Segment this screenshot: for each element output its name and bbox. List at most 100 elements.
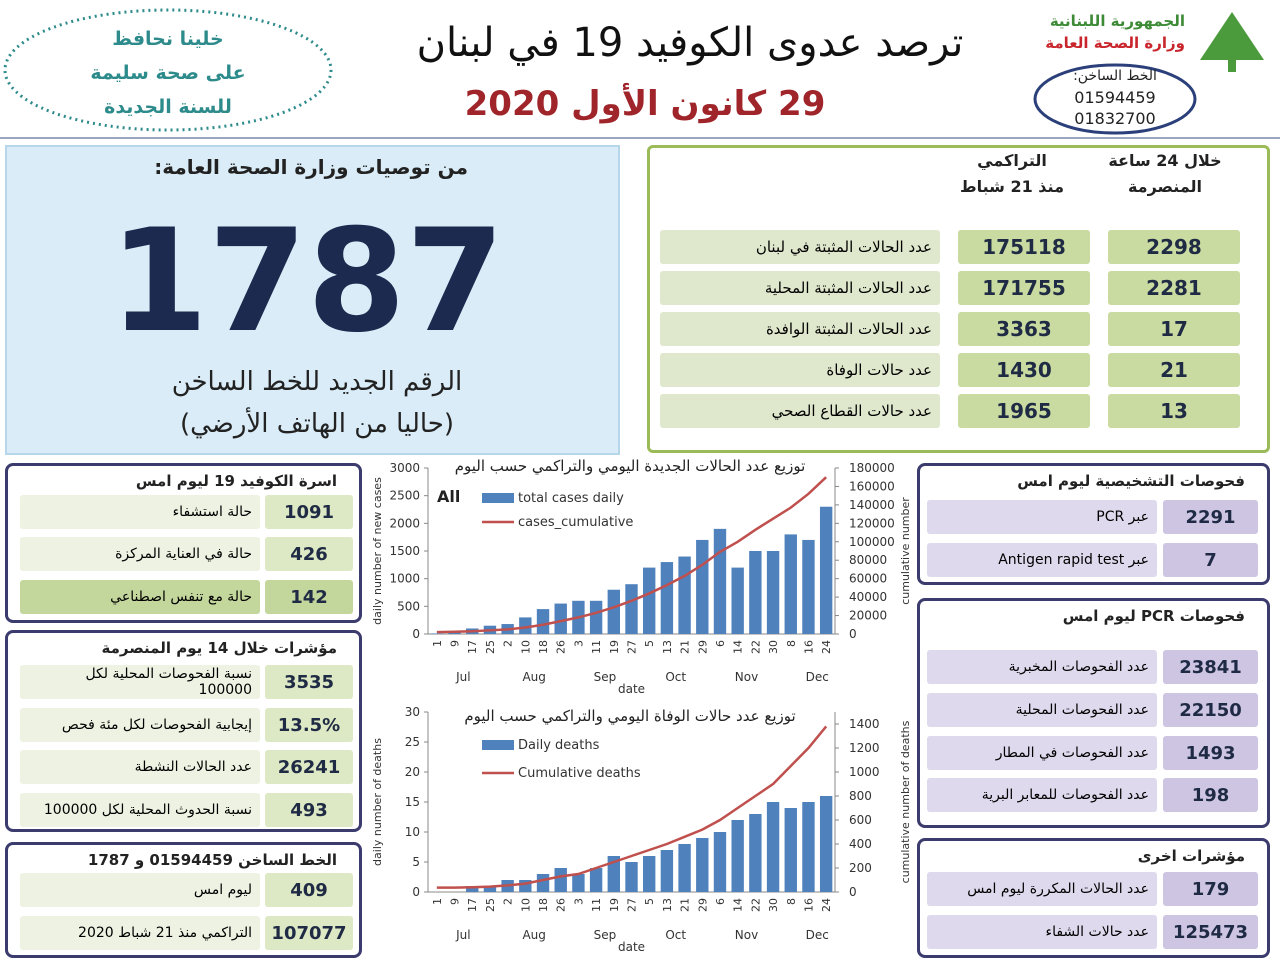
info-panel: فحوصات PCR ليوم امس عدد الفحوصات المخبرية… xyxy=(917,598,1270,828)
x-tick-label: 19 xyxy=(608,640,621,654)
bar xyxy=(483,886,497,892)
row-label: حالة في العناية المركزة xyxy=(20,537,260,571)
header-decor xyxy=(0,8,1280,139)
bar xyxy=(696,838,709,892)
legend-label: total cases daily xyxy=(518,491,624,506)
daily-value: 2281 xyxy=(1108,271,1240,305)
x-tick-label: 8 xyxy=(785,898,798,905)
y2-tick-label: 20000 xyxy=(849,609,887,623)
bar xyxy=(766,802,780,892)
row-value: 493 xyxy=(265,793,353,827)
slogan-line: للسنة الجديدة xyxy=(104,96,232,118)
info-panel: مؤشرات اخرى عدد الحالات المكررة ليوم امس 1… xyxy=(917,838,1270,958)
x-tick-label: 2 xyxy=(502,640,515,647)
row-label: نسبة الحدوث المحلية لكل 100000 xyxy=(20,793,260,827)
x-tick-label: 14 xyxy=(732,898,745,912)
row-label: ليوم امس xyxy=(20,873,260,907)
row-value: 142 xyxy=(265,580,353,614)
hotline-number: 01594459 xyxy=(1074,88,1156,107)
x-tick-label: 13 xyxy=(661,640,674,654)
x-tick-label: 30 xyxy=(767,640,780,654)
daily-value: 21 xyxy=(1108,353,1240,387)
x-tick-label: 16 xyxy=(802,640,815,654)
hotline-number: 01832700 xyxy=(1074,109,1156,128)
row-value: 1091 xyxy=(265,495,353,529)
daily-value: 2298 xyxy=(1108,230,1240,264)
hotline-frame xyxy=(1033,63,1197,135)
bar xyxy=(713,832,727,892)
y-tick-label: 3000 xyxy=(389,461,420,475)
row-label: عدد حالات الوفاة xyxy=(660,353,940,387)
x-tick-label: 8 xyxy=(785,640,798,647)
y2-tick-label: 800 xyxy=(849,789,872,803)
bar xyxy=(430,633,444,634)
month-label: Dec xyxy=(806,928,829,942)
y2-tick-label: 600 xyxy=(849,813,872,827)
bar xyxy=(589,600,603,634)
row-label: عدد الفحوصات في المطار xyxy=(927,736,1157,770)
row-value: 198 xyxy=(1163,778,1258,812)
x-tick-label: 1 xyxy=(431,898,444,905)
legend-label: Cumulative deaths xyxy=(518,766,641,781)
cumulative-value: 1965 xyxy=(958,394,1090,428)
column-header: خلال 24 ساعة xyxy=(1108,151,1222,170)
y-tick-label: 0 xyxy=(412,627,420,641)
row-label: عدد الحالات المثبتة الوافدة xyxy=(660,312,940,346)
y2-axis-label: cumulative number of deaths xyxy=(899,720,912,883)
slogan: خلينا نحافظ على صحة سليمة للسنة الجديدة xyxy=(20,22,316,124)
row-value: 26241 xyxy=(265,750,353,784)
notice-number: 1787 xyxy=(109,199,505,364)
x-tick-label: 22 xyxy=(749,640,762,654)
bar xyxy=(607,856,620,892)
panel-title: فحوصات PCR ليوم امس xyxy=(1062,607,1245,625)
y2-tick-label: 40000 xyxy=(849,590,887,604)
info-panel: اسرة الكوفيد 19 ليوم امس حالة استشفاء 1091… xyxy=(5,463,362,623)
cumulative-value: 171755 xyxy=(958,271,1090,305)
y2-tick-label: 0 xyxy=(849,885,857,899)
y2-axis-label: cumulative number xyxy=(899,497,912,605)
x-axis-label: date xyxy=(618,682,645,696)
bar xyxy=(784,534,797,634)
y-tick-label: 0 xyxy=(412,885,420,899)
slogan-line: خلينا نحافظ xyxy=(112,28,224,50)
x-tick-label: 3 xyxy=(572,640,585,647)
y2-tick-label: 120000 xyxy=(849,516,895,530)
slogan-line: على صحة سليمة xyxy=(90,62,246,84)
x-tick-label: 30 xyxy=(767,898,780,912)
x-tick-label: 29 xyxy=(696,898,709,912)
y2-tick-label: 140000 xyxy=(849,498,895,512)
x-tick-label: 2 xyxy=(502,898,515,905)
month-label: Nov xyxy=(735,928,758,942)
legend-label: Daily deaths xyxy=(518,738,600,753)
ministry-line: الجمهورية اللبنانية xyxy=(1049,12,1185,30)
bar xyxy=(643,856,656,892)
x-tick-label: 6 xyxy=(714,898,727,905)
notice-line: (حاليا من الهاتف الأرضي) xyxy=(179,409,455,439)
x-tick-label: 5 xyxy=(643,640,656,647)
month-label: Aug xyxy=(522,670,545,684)
x-tick-label: 11 xyxy=(590,898,603,912)
row-label: عبر PCR xyxy=(927,500,1157,534)
report-date: 29 كانون الأول 2020 xyxy=(464,84,826,124)
panel-title: مؤشرات اخرى xyxy=(1137,847,1245,865)
y-tick-label: 30 xyxy=(405,705,420,719)
y-tick-label: 25 xyxy=(405,735,420,749)
row-value: 22150 xyxy=(1163,693,1258,727)
x-tick-label: 22 xyxy=(749,898,762,912)
x-tick-label: 1 xyxy=(431,640,444,647)
row-label: عدد الحالات النشطة xyxy=(20,750,260,784)
row-value: 3535 xyxy=(265,665,353,699)
month-label: Oct xyxy=(665,928,686,942)
x-tick-label: 25 xyxy=(484,898,497,912)
x-tick-label: 24 xyxy=(820,640,833,654)
line xyxy=(436,725,828,889)
column-header: التراكمي xyxy=(977,151,1047,170)
y-tick-label: 1000 xyxy=(389,572,420,586)
row-label: عدد حالات الشفاء xyxy=(927,915,1157,949)
panel-title: الخط الساخن 01594459 و 1787 xyxy=(87,851,337,869)
x-tick-label: 13 xyxy=(661,898,674,912)
cumulative-value: 3363 xyxy=(958,312,1090,346)
x-tick-label: 26 xyxy=(555,640,568,654)
y-tick-label: 20 xyxy=(405,765,420,779)
y2-tick-label: 0 xyxy=(849,627,857,641)
